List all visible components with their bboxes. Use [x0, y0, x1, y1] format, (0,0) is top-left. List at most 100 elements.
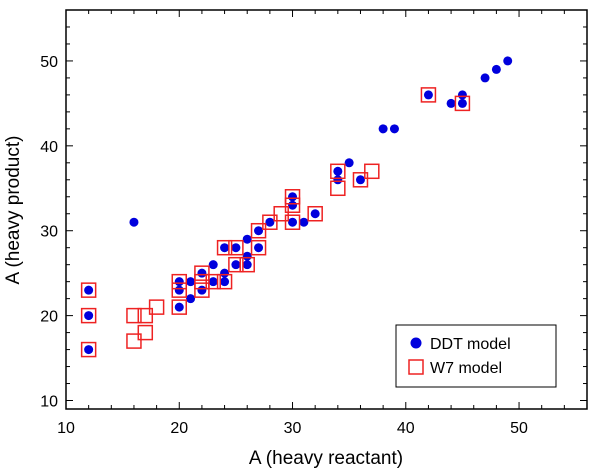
ddt-point — [231, 260, 241, 270]
ddt-point — [333, 166, 343, 176]
w7-point — [194, 273, 210, 290]
ddt-point — [84, 285, 94, 295]
ddt-point — [186, 294, 196, 304]
ddt-point — [84, 345, 94, 355]
ddt-point — [174, 277, 184, 287]
ddt-point — [84, 311, 94, 321]
w7-point — [250, 239, 267, 256]
ddt-point — [197, 268, 207, 278]
w7-point — [137, 324, 154, 341]
ddt-point — [186, 277, 196, 287]
ddt-point — [389, 124, 399, 134]
x-tick-label: 10 — [57, 420, 75, 437]
ddt-point — [457, 98, 467, 108]
ddt-point — [457, 90, 467, 100]
w7-point — [364, 163, 380, 180]
ddt-point — [129, 217, 139, 227]
ddt-point — [299, 217, 309, 227]
x-tick-label: 40 — [397, 420, 415, 437]
w7-point — [171, 299, 188, 315]
w7-point — [80, 341, 97, 358]
series-w7 — [80, 87, 471, 358]
w7-point — [307, 205, 323, 222]
ddt-point — [242, 251, 252, 261]
y-tick-label: 30 — [40, 224, 58, 241]
legend-box — [395, 324, 557, 388]
ddt-point — [174, 285, 184, 295]
ddt-point — [480, 73, 490, 83]
ddt-point — [288, 192, 298, 202]
w7-point — [330, 180, 346, 197]
ddt-point — [310, 209, 320, 219]
legend-marker-ddt — [410, 337, 422, 349]
w7-point — [171, 282, 188, 298]
x-tick-label: 50 — [510, 420, 528, 437]
w7-point — [239, 256, 255, 273]
data-series — [80, 56, 513, 358]
w7-point — [205, 273, 221, 290]
y-tick-label: 40 — [40, 139, 58, 156]
legend-label-w7: W7 model — [430, 360, 502, 377]
w7-point — [273, 205, 289, 222]
ddt-point — [265, 217, 275, 227]
ddt-point — [288, 217, 298, 227]
ddt-point — [423, 90, 433, 100]
ddt-point — [355, 175, 365, 185]
w7-point — [228, 239, 244, 256]
y-tick-label: 20 — [40, 309, 58, 326]
tick-labels: 10 20 30 40 50 10 20 30 40 50 — [40, 54, 528, 437]
ddt-point — [220, 268, 230, 278]
ddt-point — [242, 234, 252, 244]
ddt-point — [208, 260, 218, 270]
legend: DDT model W7 model — [395, 324, 557, 388]
w7-point — [284, 197, 301, 214]
w7-point — [216, 273, 233, 290]
w7-point — [250, 222, 267, 239]
w7-point — [137, 307, 154, 324]
x-tick-label: 20 — [170, 420, 188, 437]
w7-point — [352, 172, 369, 188]
ddt-point — [208, 277, 218, 287]
w7-point — [284, 214, 301, 230]
ddt-point — [288, 200, 298, 210]
ddt-point — [220, 277, 230, 287]
ddt-point — [491, 64, 501, 74]
w7-point — [454, 95, 471, 112]
w7-point — [171, 273, 188, 290]
y-tick-label: 10 — [40, 394, 58, 411]
ddt-point — [446, 98, 456, 108]
w7-point — [126, 307, 142, 324]
w7-point — [216, 239, 233, 256]
ddt-point — [344, 158, 354, 168]
w7-point — [80, 282, 97, 298]
w7-point — [284, 189, 301, 205]
w7-point — [126, 333, 142, 349]
x-tick-label: 30 — [284, 420, 302, 437]
ddt-point — [220, 243, 230, 253]
ddt-point — [333, 175, 343, 185]
ddt-point — [242, 260, 252, 270]
legend-label-ddt: DDT model — [430, 336, 511, 353]
ddt-point — [378, 124, 388, 134]
ddt-point — [231, 243, 241, 253]
x-axis-label: A (heavy reactant) — [249, 448, 403, 469]
ddt-point — [503, 56, 513, 66]
ddt-point — [254, 243, 264, 253]
w7-point — [148, 299, 165, 315]
y-tick-label: 50 — [40, 54, 58, 71]
w7-point — [80, 307, 97, 324]
w7-point — [420, 87, 437, 103]
w7-point — [330, 163, 346, 180]
w7-point — [194, 265, 210, 281]
axis-ticks — [65, 9, 588, 409]
y-axis-label: A (heavy product) — [3, 136, 24, 285]
w7-point — [262, 214, 278, 230]
legend-marker-w7 — [408, 359, 424, 375]
ddt-point — [254, 226, 264, 236]
ddt-point — [197, 285, 207, 295]
w7-point — [194, 282, 210, 298]
series-ddt — [84, 56, 513, 355]
plot-frame — [65, 9, 588, 410]
w7-point — [228, 256, 244, 273]
